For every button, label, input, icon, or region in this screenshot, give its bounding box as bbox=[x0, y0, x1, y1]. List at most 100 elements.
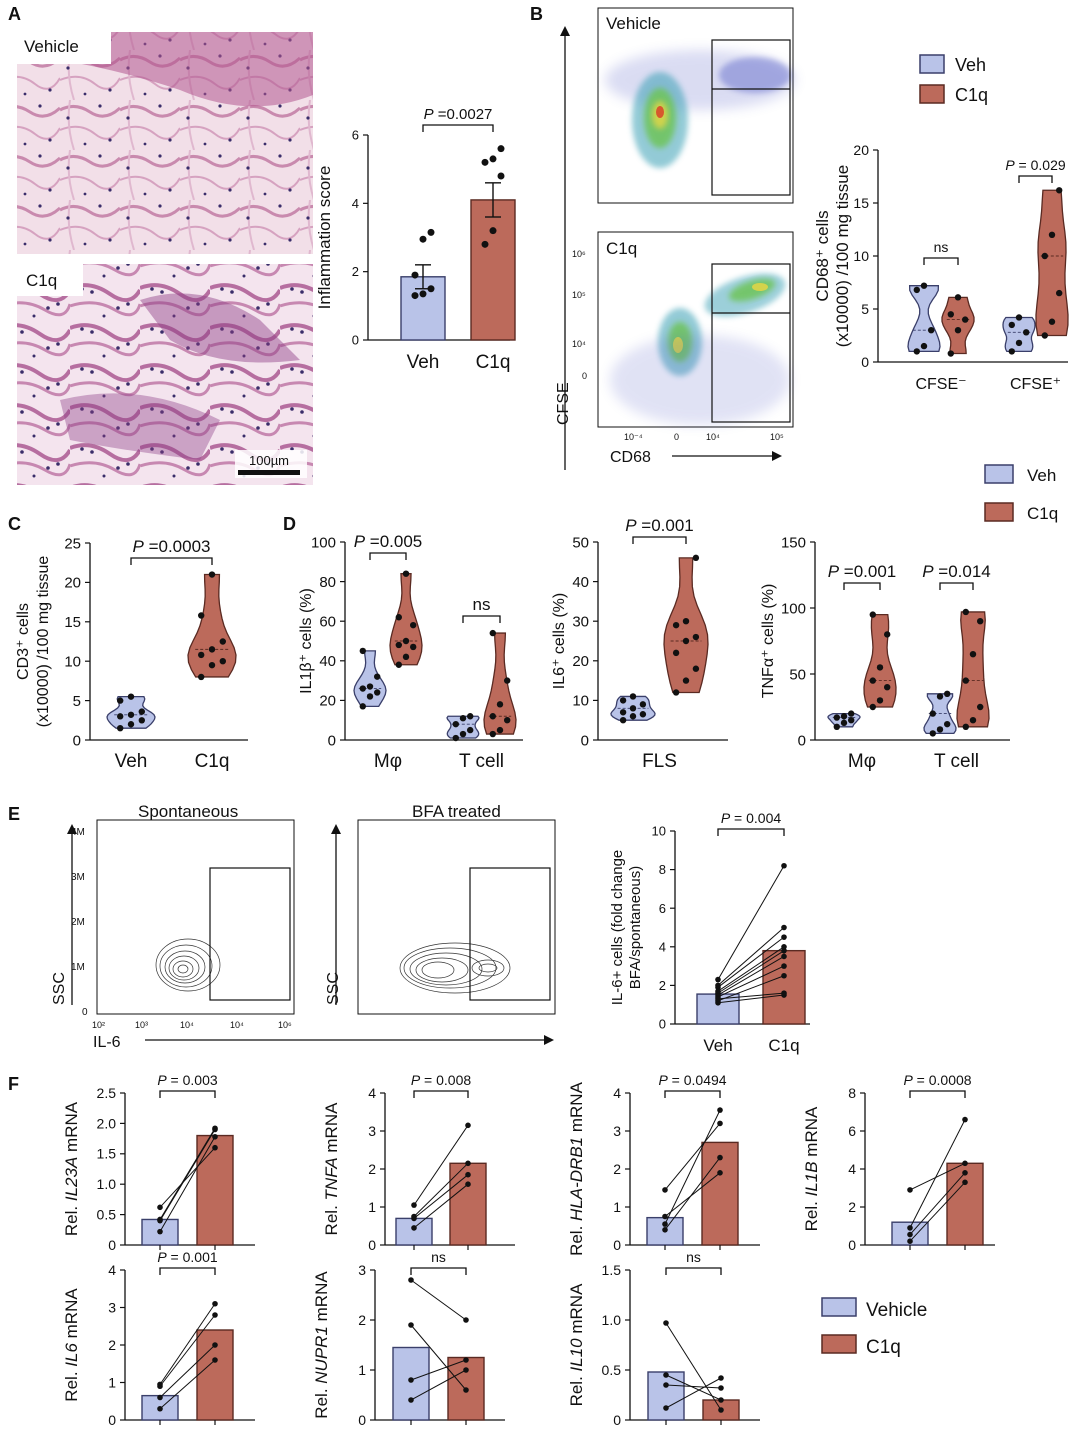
chart-c_violin-y-label-line1: CD3⁺ cells bbox=[15, 603, 32, 680]
chart-d_il1b-veh-point bbox=[366, 693, 374, 700]
chart-f_hladrb1-bracket bbox=[664, 1090, 721, 1098]
chart-d_il6-category: FLS bbox=[642, 751, 677, 772]
chart-f_il6-point bbox=[212, 1342, 218, 1348]
chart-f_il23a-bracket bbox=[159, 1090, 216, 1098]
chart-f_nupr1-point bbox=[463, 1367, 469, 1373]
chart-f_nupr1-point bbox=[408, 1322, 414, 1328]
chart-b_violin-c1q-violin bbox=[941, 296, 975, 355]
chart-f_il23a-y-label-gene: IL23A bbox=[62, 1157, 81, 1201]
chart-a_bar-point bbox=[419, 290, 427, 298]
panel-letter-e: E bbox=[8, 804, 20, 824]
chart-d_tnfa-veh-point bbox=[848, 710, 855, 717]
chart-f_il10-y-label-gene: IL10 bbox=[567, 1338, 586, 1372]
chart-f_il6-point bbox=[157, 1381, 163, 1388]
chart-b_violin-y-label-line1: CD68⁺ cells bbox=[813, 210, 832, 301]
chart-b_violin-ytick-label: 5 bbox=[861, 301, 869, 317]
chart-f_tnfa-ytick-label: 4 bbox=[368, 1085, 376, 1101]
flow-e-right-title: BFA treated bbox=[412, 802, 501, 821]
chart-f_il10-test-label: ns bbox=[686, 1249, 701, 1265]
chart-a_bar-point bbox=[481, 240, 489, 248]
chart-f_il1b-y-label-prefix: Rel. bbox=[802, 1196, 821, 1231]
chart-a_bar-point bbox=[419, 235, 427, 243]
chart-d_il1b-veh-point bbox=[374, 689, 381, 696]
chart-a_bar-ytick-label: 2 bbox=[352, 264, 359, 279]
chart-d-il1b: 0 20 40 60 80 100 IL1β⁺ cells (%) Mφ P =0.005 T c… bbox=[298, 532, 523, 772]
flow-e-left-title: Spontaneous bbox=[138, 802, 238, 821]
chart-f_il23a-pair-line bbox=[159, 1128, 216, 1220]
legend-f: Vehicle C1q bbox=[821, 1297, 927, 1358]
chart-b_violin-veh-point bbox=[920, 342, 928, 350]
chart-f_il1b-pair-line bbox=[909, 1172, 966, 1235]
chart-f_tnfa-point bbox=[411, 1213, 417, 1220]
flow-b-ytick-1: 10⁵ bbox=[572, 290, 586, 300]
chart-d_tnfa-veh-point bbox=[840, 719, 848, 727]
chart-e_bar-pair-line bbox=[717, 994, 785, 1004]
chart-f_il10-bracket bbox=[665, 1267, 722, 1275]
chart-f_tnfa-y-label-prefix: Rel. bbox=[322, 1200, 341, 1235]
chart-e_bar-ytick-label: 0 bbox=[659, 1017, 666, 1032]
chart-f_il1b-ytick-label: 8 bbox=[848, 1085, 856, 1101]
chart-f_il6-test-label: P = 0.001 bbox=[157, 1249, 218, 1265]
chart-b_violin-c1q-point bbox=[954, 294, 962, 301]
chart-d_il6-c1q-violin bbox=[663, 557, 709, 694]
chart-f_il1b-test-label: P = 0.0008 bbox=[903, 1072, 971, 1088]
flow-e: Spontaneous BFA treated SSC 4M 3M 2M 1M … bbox=[51, 802, 556, 1051]
chart-e_bar-pair-line bbox=[717, 950, 785, 994]
chart-c_violin-0-point bbox=[138, 717, 145, 724]
chart-d_il1b-category: T cell bbox=[459, 751, 504, 772]
chart-d_tnfa-c1q-point bbox=[962, 723, 969, 730]
chart-f_il6-ytick-label: 1 bbox=[108, 1374, 116, 1390]
chart-b-cd68: 0 5 10 15 20 CD68⁺ cells (x10000) /100 mg tiss… bbox=[813, 142, 1069, 393]
chart-f_tnfa-ytick-label: 0 bbox=[368, 1237, 376, 1253]
chart-c_violin-0-point bbox=[117, 724, 124, 732]
flow-b-c1q-label: C1q bbox=[606, 239, 637, 258]
chart-a_bar-point bbox=[427, 285, 435, 293]
chart-f_il6-y-label-gene: IL6 bbox=[62, 1343, 81, 1367]
chart-d_il6-veh-point bbox=[639, 701, 647, 708]
chart-d_tnfa-c1q-point bbox=[869, 677, 876, 684]
chart-f_hladrb1-pair-line bbox=[664, 1109, 721, 1225]
chart-e_bar-point bbox=[781, 944, 787, 950]
chart-f_il10-point bbox=[718, 1375, 724, 1381]
chart-e_bar-y-label-line2: BFA/spontaneous) bbox=[627, 866, 644, 989]
chart-c_violin-1-violin bbox=[187, 573, 237, 678]
chart-b_violin-c1q-point bbox=[1056, 289, 1063, 297]
chart-c_violin-ytick-label: 5 bbox=[73, 693, 81, 710]
chart-f_tnfa-point bbox=[411, 1225, 417, 1231]
chart-e_bar-y-label-line1: IL-6+ cells (fold change bbox=[609, 850, 626, 1006]
chart-f_il1b-y-label: Rel. IL1B mRNA bbox=[802, 1106, 821, 1231]
chart-d_il6-ytick-label: 0 bbox=[581, 732, 589, 749]
chart-f_il6-bracket bbox=[159, 1267, 216, 1275]
chart-f_il1b-point bbox=[907, 1238, 913, 1244]
chart-f_il23a-y-label-suffix: mRNA bbox=[62, 1101, 81, 1156]
flow-e-xtick-3: 10⁴ bbox=[230, 1020, 244, 1030]
flow-b-xtick-0: 10⁻⁴ bbox=[624, 432, 643, 442]
chart-d_il1b-c1q-point bbox=[504, 677, 511, 684]
flow-e-xtick-4: 10⁶ bbox=[278, 1020, 292, 1030]
chart-d_il1b-veh-point bbox=[459, 730, 467, 738]
chart-c_violin-y-label-line2: (x10000) /100 mg tissue bbox=[35, 556, 52, 728]
panel-letter-b: B bbox=[530, 4, 543, 24]
chart-f_il23a-point bbox=[157, 1228, 163, 1235]
chart-d_tnfa-1-test-label: P =0.014 bbox=[922, 562, 991, 581]
chart-f_il6-point bbox=[212, 1312, 218, 1318]
chart-f_il23a-point bbox=[157, 1204, 163, 1211]
chart-d_il1b-veh-point bbox=[359, 685, 366, 692]
chart-f_il6-ytick-label: 0 bbox=[108, 1412, 116, 1428]
chart-b_violin-ytick-label: 10 bbox=[853, 248, 869, 264]
chart-f_il6-pair-line bbox=[159, 1303, 216, 1385]
chart-f_il6-y-label-prefix: Rel. bbox=[62, 1367, 81, 1402]
flow-e-ytick-1: 3M bbox=[71, 872, 85, 883]
chart-b_violin-1-test-label: P = 0.029 bbox=[1005, 157, 1066, 173]
chart-f_il1b-point bbox=[962, 1160, 968, 1167]
chart-c_violin-1-point bbox=[208, 661, 216, 669]
chart-f_nupr1-point bbox=[408, 1277, 414, 1283]
chart-f_nupr1-point bbox=[463, 1357, 469, 1363]
flow-b-vehicle-density bbox=[605, 50, 795, 168]
chart-f_nupr1-y-label-prefix: Rel. bbox=[312, 1384, 331, 1419]
chart-d_il6-ytick-label: 30 bbox=[572, 613, 589, 630]
chart-e_bar-point bbox=[781, 963, 787, 969]
chart-d_il1b-0-test-label: P =0.005 bbox=[354, 532, 423, 551]
chart-f_il1b-point bbox=[962, 1170, 968, 1176]
chart-b_violin-veh-violin bbox=[907, 285, 941, 353]
